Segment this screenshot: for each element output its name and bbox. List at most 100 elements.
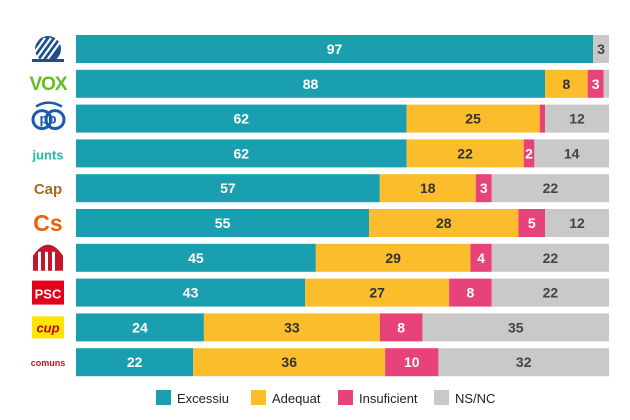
bar-segment-excessiu (76, 348, 194, 377)
data-label: 8 (562, 76, 570, 92)
bar-segment-ns-nc (491, 174, 609, 203)
data-label: 18 (420, 180, 436, 196)
bar-segment-adequat (545, 69, 588, 98)
bar-segment-ns-nc (603, 69, 609, 98)
logo-shape (22, 37, 40, 61)
bar-row-cs: 55 28 5 12 (76, 209, 609, 237)
legend-label: Excessiu (177, 391, 229, 406)
data-label: 25 (465, 111, 481, 127)
data-label: 27 (369, 285, 385, 301)
bar-segment-ns-nc (422, 313, 609, 342)
bar-row-vox: 88 8 3 (76, 69, 609, 98)
bar-segment-adequat (193, 348, 386, 377)
data-label: 33 (284, 319, 300, 335)
bar-segment-insuficient (379, 313, 423, 342)
bar-row-alian-a-catalana: 97 3 (76, 35, 609, 63)
legend-label: NS/NC (455, 391, 495, 406)
bar-segment-adequat (369, 209, 519, 237)
bar-segment-excessiu (76, 313, 204, 342)
data-label: 29 (385, 250, 401, 266)
bar-segment-insuficient (385, 348, 439, 377)
logo-shape (52, 251, 55, 271)
bar-segment-excessiu (76, 35, 594, 63)
logo-text: Cap (34, 181, 62, 198)
bar-row-comuns: 22 36 10 32 (76, 348, 609, 377)
data-label: 10 (404, 354, 420, 370)
data-label: 88 (303, 76, 319, 92)
logo-text: PSC (35, 287, 62, 302)
bar-segment-adequat (406, 139, 524, 168)
bar-segment-insuficient (470, 243, 492, 272)
data-label: 12 (569, 111, 585, 127)
logo-shape (45, 251, 48, 271)
bar-segment-ns-nc (545, 209, 609, 237)
data-label: 55 (215, 215, 231, 231)
data-label: 35 (508, 319, 524, 335)
bar-segment-ns-nc (545, 104, 609, 133)
data-label: 5 (528, 215, 536, 231)
bar-row-cup: 24 33 8 35 (76, 313, 609, 342)
data-label: 3 (592, 76, 600, 92)
legend: Excessiu Adequat Insuficient NS/NC (156, 390, 495, 406)
data-label: 97 (327, 41, 343, 57)
bar-row-cap: 57 18 3 22 (76, 174, 609, 203)
data-label: 22 (543, 250, 559, 266)
logo-text: VOX (29, 74, 67, 95)
data-label: 12 (569, 215, 585, 231)
logo-erc (33, 244, 63, 271)
logo-shape (44, 109, 66, 131)
logo-shape (35, 101, 63, 108)
bar-segment-adequat (305, 278, 450, 307)
bar-row-pp: 62 25 12 (76, 104, 609, 133)
data-label: 3 (480, 180, 488, 196)
data-label: 22 (127, 354, 143, 370)
bar-segment-excessiu (76, 104, 407, 133)
data-label: 2 (525, 145, 533, 161)
logo-shape (31, 109, 53, 131)
bar-segment-excessiu (76, 243, 316, 272)
logo-shape (32, 59, 64, 62)
data-label: 22 (457, 145, 473, 161)
bar-segment-excessiu (76, 69, 546, 98)
legend-label: Adequat (272, 391, 321, 406)
logo-shape (46, 37, 64, 61)
bar-segment-insuficient (587, 69, 604, 98)
logo-vox: VOX (29, 74, 68, 95)
bar-row-erc: 45 29 4 22 (76, 243, 609, 272)
logo-shape (32, 316, 64, 339)
data-label: 4 (477, 250, 485, 266)
legend-item-ns-nc: NS/NC (434, 390, 495, 406)
data-label: 36 (281, 354, 297, 370)
logo-junts: junts (31, 147, 63, 162)
bar-segment-adequat (203, 313, 380, 342)
bar-segment-excessiu (76, 278, 306, 307)
party-logos: VOX pp junts Cap Cs PSC cup comuns (22, 36, 69, 368)
logo-shape (34, 37, 52, 61)
logo-text: cup (36, 320, 59, 335)
logo-cup: cup (32, 316, 64, 339)
bar-segment-ns-nc (491, 243, 609, 272)
bar-segment-adequat (406, 104, 540, 133)
data-label: 8 (397, 319, 405, 335)
bar-segment-ns-nc (491, 278, 609, 307)
data-label: 22 (543, 180, 559, 196)
bar-row-psc: 43 27 8 22 (76, 278, 609, 307)
logo-alian-a-catalana (22, 36, 64, 62)
bar-segment-excessiu (76, 174, 380, 203)
data-label: 14 (564, 145, 580, 161)
data-label: 22 (543, 285, 559, 301)
legend-swatch (434, 390, 449, 405)
logo-shape (28, 37, 46, 61)
logo-text: Cs (33, 210, 62, 236)
data-label: 8 (467, 285, 475, 301)
logo-shape (38, 251, 41, 271)
legend-label: Insuficient (359, 391, 418, 406)
bar-segment-adequat (315, 243, 471, 272)
bar-segment-excessiu (76, 209, 370, 237)
logo-comuns: comuns (31, 358, 66, 368)
legend-swatch (156, 390, 171, 405)
data-label: 3 (597, 41, 605, 57)
bar-segment-insuficient (523, 139, 535, 168)
